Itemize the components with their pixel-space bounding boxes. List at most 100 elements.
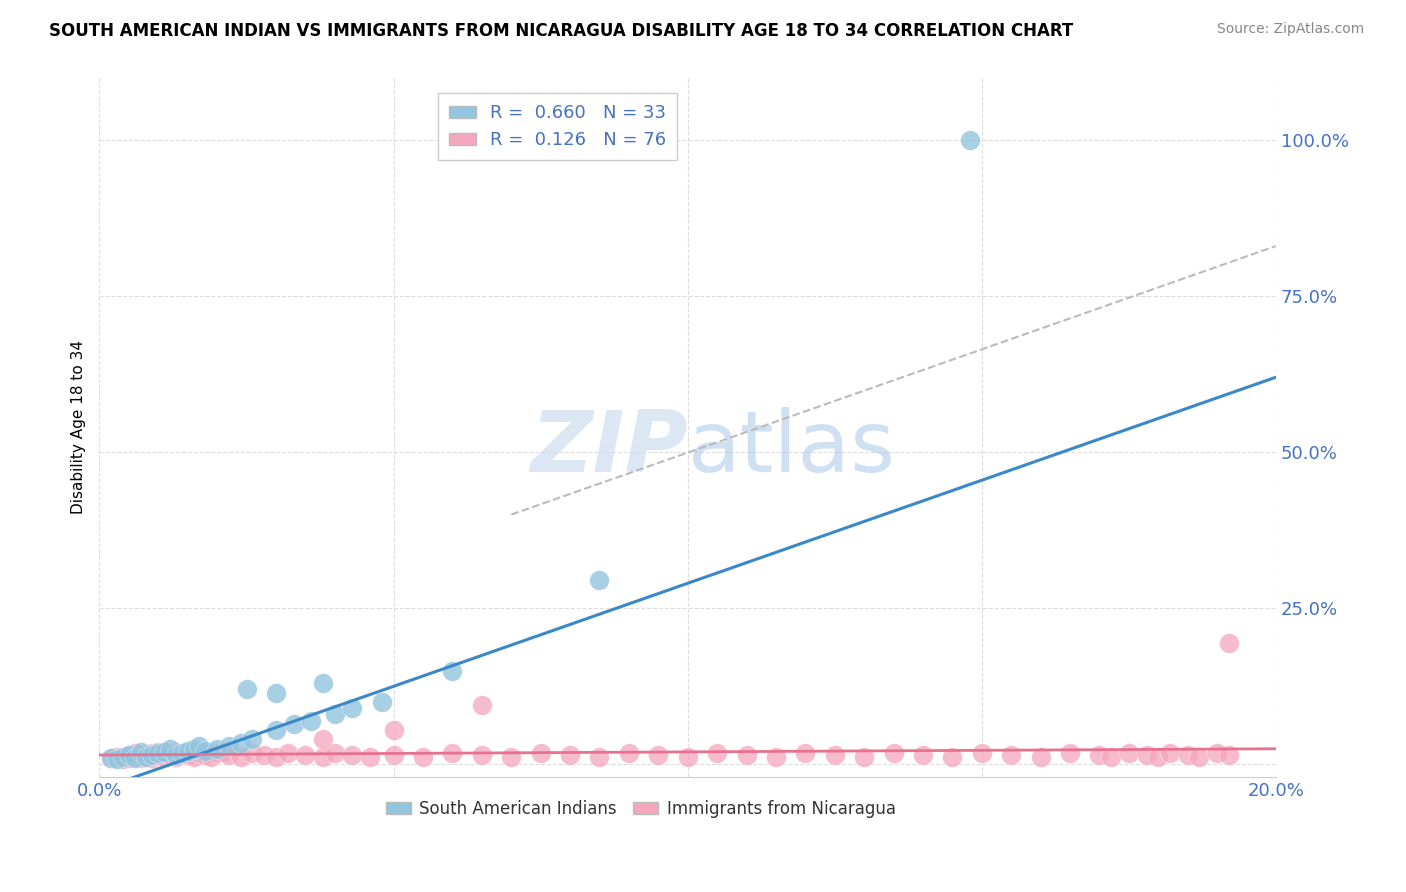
Point [170,746,193,760]
Point [148,747,170,762]
Point [1188,750,1211,764]
Point [1118,746,1140,760]
Point [647,747,669,762]
Point [530,746,553,760]
Point [1099,750,1122,764]
Point [342,747,364,762]
Point [159,747,181,762]
Point [312,732,335,747]
Point [1218,635,1240,649]
Point [824,747,846,762]
Point [100,751,122,765]
Point [283,716,305,731]
Point [148,746,170,760]
Point [129,745,152,759]
Point [200,750,222,764]
Point [153,745,176,759]
Point [471,747,494,762]
Point [100,751,122,765]
Point [235,682,257,697]
Point [105,750,128,764]
Point [242,746,264,760]
Point [129,747,152,762]
Point [277,746,299,760]
Point [883,746,905,760]
Point [941,750,963,764]
Point [229,750,252,764]
Point [853,750,876,764]
Point [382,747,405,762]
Point [124,746,146,760]
Point [1218,747,1240,762]
Point [118,747,141,762]
Point [165,747,187,762]
Point [253,747,276,762]
Point [588,750,610,764]
Point [1029,750,1052,764]
Point [129,751,152,765]
Point [970,746,993,760]
Legend: South American Indians, Immigrants from Nicaragua: South American Indians, Immigrants from … [380,793,903,824]
Point [170,746,193,760]
Point [218,747,240,762]
Point [183,750,205,764]
Point [1135,747,1157,762]
Point [323,746,346,760]
Point [105,752,128,766]
Point [412,750,434,764]
Point [1147,750,1170,764]
Point [212,745,235,759]
Point [1088,747,1111,762]
Point [441,746,464,760]
Point [264,685,287,699]
Point [188,746,211,760]
Point [229,735,252,749]
Point [148,745,170,759]
Point [558,747,581,762]
Point [471,698,494,712]
Point [264,723,287,737]
Point [1000,747,1022,762]
Point [323,707,346,722]
Point [183,741,205,756]
Point [735,747,758,762]
Point [118,751,141,765]
Point [111,752,134,766]
Point [165,745,187,759]
Text: Source: ZipAtlas.com: Source: ZipAtlas.com [1216,22,1364,37]
Text: ZIP: ZIP [530,407,688,490]
Point [382,723,405,737]
Point [153,750,176,764]
Point [135,750,157,764]
Text: SOUTH AMERICAN INDIAN VS IMMIGRANTS FROM NICARAGUA DISABILITY AGE 18 TO 34 CORRE: SOUTH AMERICAN INDIAN VS IMMIGRANTS FROM… [49,22,1073,40]
Point [294,747,316,762]
Point [141,746,163,760]
Point [312,676,335,690]
Point [205,741,228,756]
Point [141,747,163,762]
Point [1059,746,1081,760]
Point [342,701,364,715]
Point [194,744,217,758]
Point [617,746,640,760]
Point [441,664,464,678]
Point [312,750,335,764]
Point [794,746,817,760]
Point [194,747,217,762]
Point [911,747,934,762]
Point [218,739,240,753]
Point [676,750,699,764]
Point [264,750,287,764]
Point [371,695,394,709]
Point [359,750,381,764]
Point [165,750,187,764]
Y-axis label: Disability Age 18 to 34: Disability Age 18 to 34 [72,340,86,514]
Point [124,751,146,765]
Point [1159,746,1181,760]
Point [299,714,322,728]
Point [205,746,228,760]
Point [159,741,181,756]
Point [1206,746,1229,760]
Point [242,732,264,747]
Point [176,747,198,762]
